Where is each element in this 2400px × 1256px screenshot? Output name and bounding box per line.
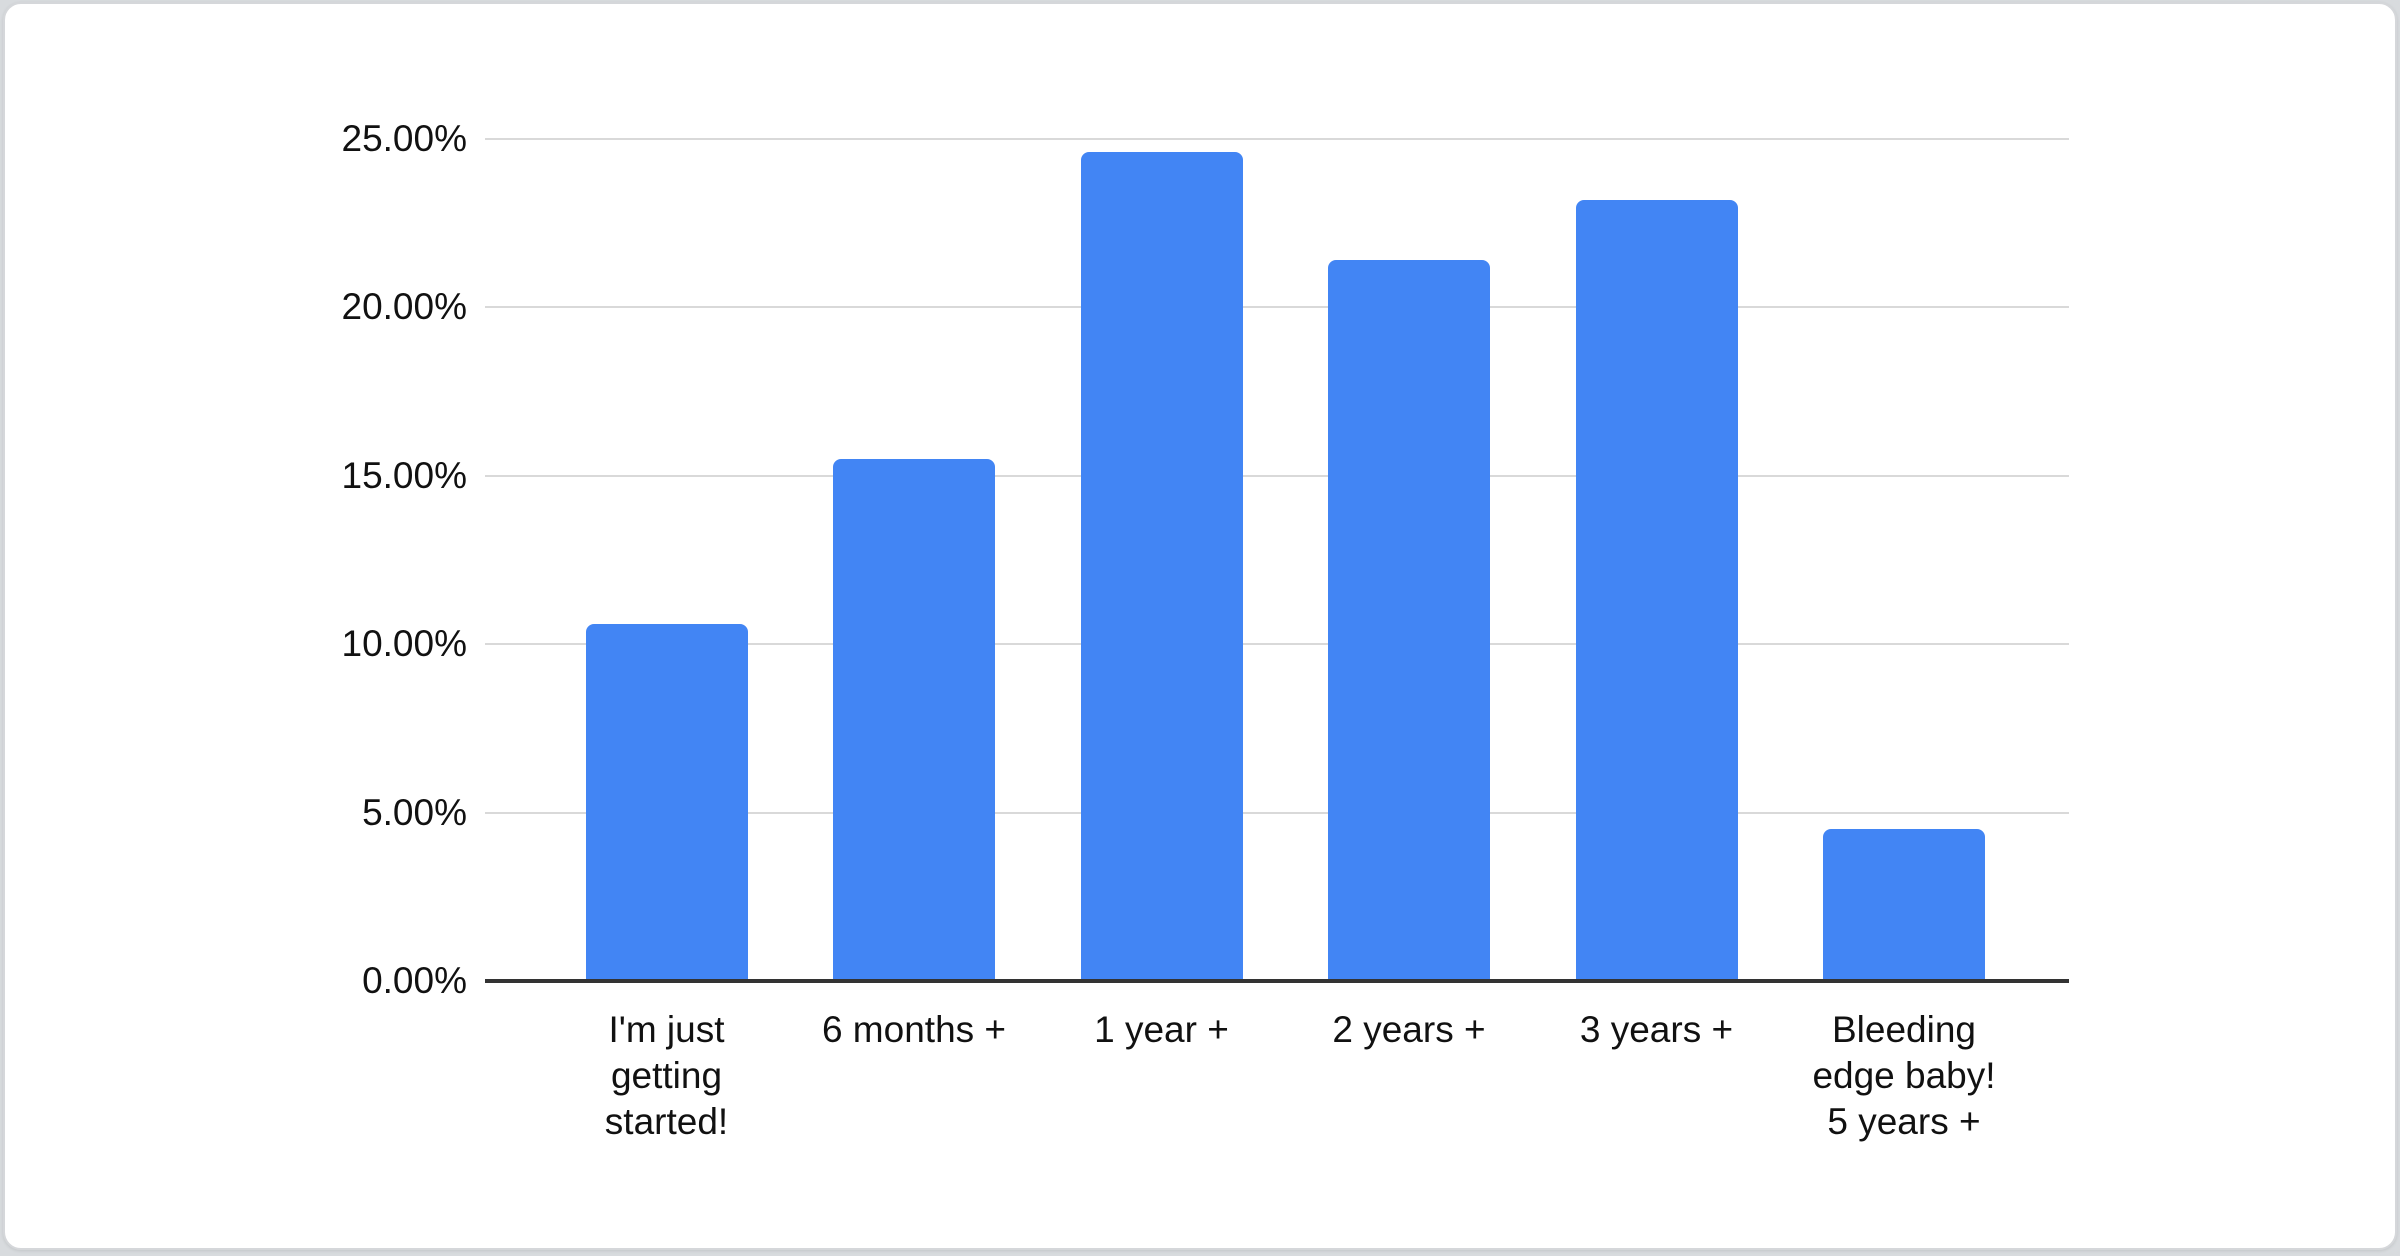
x-axis-category-label: Bleeding edge baby! 5 years + (1812, 1009, 1996, 1142)
y-gridline (485, 306, 2069, 309)
y-gridline (485, 474, 2069, 477)
y-axis-tick-label: 10.00% (341, 623, 468, 665)
y-gridline (485, 138, 2069, 140)
x-axis-category-label: 6 months + (821, 1009, 1007, 1050)
x-axis-baseline (485, 979, 2069, 983)
y-axis-tick-label: 25.00% (341, 118, 468, 159)
x-axis-category-label: I'm just getting started! (604, 1009, 729, 1142)
x-axis-category-label: 2 years + (1332, 1009, 1486, 1050)
y-axis-tick-label: 20.00% (341, 286, 468, 328)
y-gridline (485, 643, 2069, 646)
bar-2[interactable] (833, 459, 995, 981)
bar-5[interactable] (1575, 200, 1738, 981)
plot-area: 0.00% 5.00% 10.00% 15.00% 20.00% 25.00% I'm ju… (342, 118, 2069, 1142)
bar-1[interactable] (585, 624, 748, 981)
x-axis-category-label: 1 year + (1094, 1009, 1229, 1050)
bar-6[interactable] (1823, 829, 1985, 981)
y-axis-tick-label: 0.00% (362, 960, 467, 1001)
y-axis-tick-label: 15.00% (341, 454, 468, 496)
chart-card: 0.00% 5.00% 10.00% 15.00% 20.00% 25.00% I'm ju… (3, 2, 2397, 1250)
y-axis-tick-label: 5.00% (362, 791, 467, 833)
y-gridline (485, 811, 2069, 814)
bar-4[interactable] (1328, 260, 1490, 981)
bar-3[interactable] (1080, 152, 1243, 981)
x-axis-category-label: 3 years + (1579, 1009, 1734, 1050)
